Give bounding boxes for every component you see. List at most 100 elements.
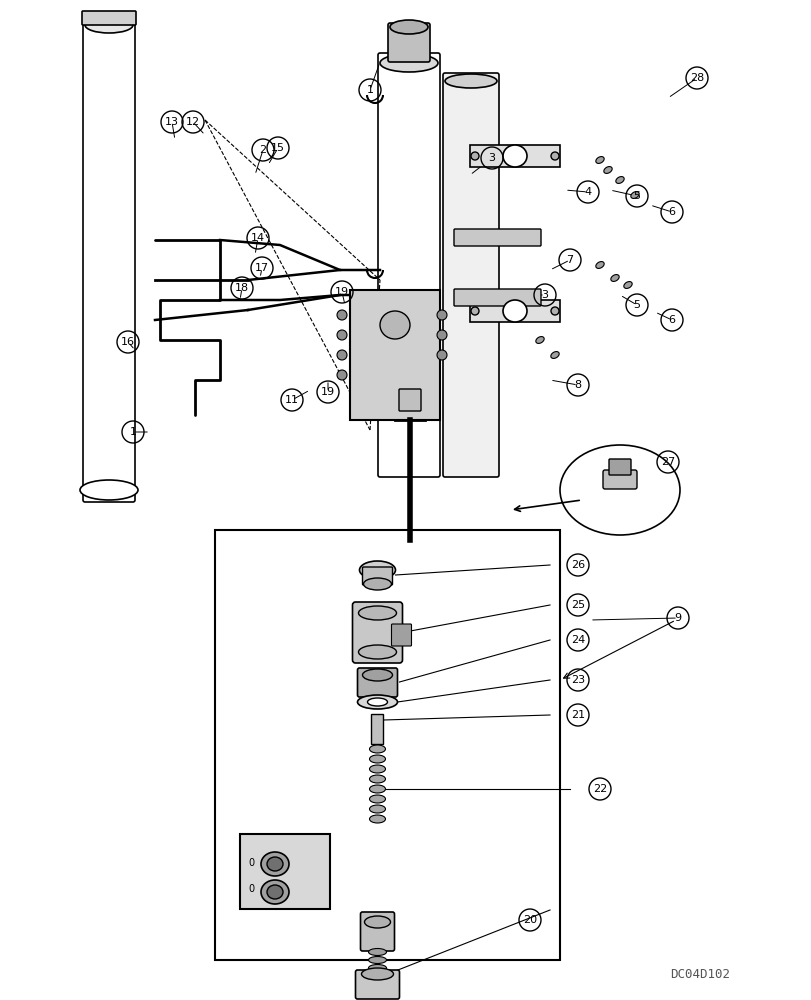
Text: 1: 1 xyxy=(366,85,373,95)
Ellipse shape xyxy=(358,645,396,659)
Ellipse shape xyxy=(267,885,283,899)
Text: 12: 12 xyxy=(186,117,200,127)
Circle shape xyxy=(436,310,446,320)
Text: 24: 24 xyxy=(570,635,585,645)
Ellipse shape xyxy=(380,311,410,339)
Text: 0: 0 xyxy=(247,858,254,868)
Ellipse shape xyxy=(550,352,559,358)
Ellipse shape xyxy=(368,956,386,963)
FancyBboxPatch shape xyxy=(82,11,135,25)
Ellipse shape xyxy=(368,948,386,955)
Ellipse shape xyxy=(358,606,396,620)
FancyBboxPatch shape xyxy=(362,567,392,585)
Text: 23: 23 xyxy=(570,675,585,685)
Text: 6: 6 xyxy=(667,207,675,217)
FancyBboxPatch shape xyxy=(470,145,560,167)
Text: 17: 17 xyxy=(255,263,268,273)
FancyBboxPatch shape xyxy=(378,53,440,477)
Circle shape xyxy=(436,350,446,360)
Text: 15: 15 xyxy=(271,143,285,153)
Text: 9: 9 xyxy=(674,613,680,623)
Ellipse shape xyxy=(80,480,138,500)
Ellipse shape xyxy=(535,337,543,343)
FancyBboxPatch shape xyxy=(355,970,399,999)
Ellipse shape xyxy=(470,152,478,160)
Ellipse shape xyxy=(502,300,526,322)
Ellipse shape xyxy=(603,167,611,173)
Ellipse shape xyxy=(85,17,133,33)
Text: 6: 6 xyxy=(667,315,675,325)
Ellipse shape xyxy=(369,785,385,793)
FancyBboxPatch shape xyxy=(453,229,540,246)
Ellipse shape xyxy=(369,815,385,823)
FancyBboxPatch shape xyxy=(453,289,540,306)
Ellipse shape xyxy=(595,262,603,268)
Ellipse shape xyxy=(260,852,289,876)
Ellipse shape xyxy=(363,578,391,590)
FancyBboxPatch shape xyxy=(371,714,383,744)
Text: 1: 1 xyxy=(129,427,136,437)
FancyBboxPatch shape xyxy=(398,389,420,411)
Ellipse shape xyxy=(623,282,632,288)
Text: 18: 18 xyxy=(234,283,249,293)
Text: 4: 4 xyxy=(584,187,591,197)
FancyBboxPatch shape xyxy=(83,18,135,502)
Ellipse shape xyxy=(359,561,395,579)
Text: DC04D102: DC04D102 xyxy=(669,968,729,981)
FancyBboxPatch shape xyxy=(352,602,402,663)
Text: 11: 11 xyxy=(285,395,298,405)
Ellipse shape xyxy=(444,74,496,88)
Circle shape xyxy=(337,350,346,360)
Ellipse shape xyxy=(595,157,603,163)
Ellipse shape xyxy=(560,445,679,535)
Ellipse shape xyxy=(267,857,283,871)
Ellipse shape xyxy=(380,54,437,72)
Text: 19: 19 xyxy=(320,387,335,397)
Text: 26: 26 xyxy=(570,560,585,570)
Text: 16: 16 xyxy=(121,337,135,347)
FancyBboxPatch shape xyxy=(603,470,636,489)
Ellipse shape xyxy=(368,964,386,971)
Circle shape xyxy=(337,330,346,340)
Ellipse shape xyxy=(369,775,385,783)
Ellipse shape xyxy=(357,695,397,709)
FancyBboxPatch shape xyxy=(470,300,560,322)
Text: 5: 5 xyxy=(633,191,640,201)
Ellipse shape xyxy=(361,968,393,980)
Text: 27: 27 xyxy=(660,457,674,467)
Text: 14: 14 xyxy=(251,233,264,243)
Text: 20: 20 xyxy=(522,915,536,925)
Ellipse shape xyxy=(551,152,558,160)
Text: 28: 28 xyxy=(689,73,703,83)
Text: 22: 22 xyxy=(592,784,607,794)
FancyBboxPatch shape xyxy=(391,624,411,646)
Text: 7: 7 xyxy=(566,255,573,265)
Text: 3: 3 xyxy=(488,153,495,163)
Ellipse shape xyxy=(551,307,558,315)
Text: 8: 8 xyxy=(573,380,581,390)
Ellipse shape xyxy=(369,745,385,753)
Ellipse shape xyxy=(364,916,390,928)
Text: 5: 5 xyxy=(633,300,640,310)
Ellipse shape xyxy=(369,765,385,773)
FancyBboxPatch shape xyxy=(350,290,440,420)
Circle shape xyxy=(436,330,446,340)
Text: 21: 21 xyxy=(570,710,585,720)
Ellipse shape xyxy=(369,805,385,813)
Ellipse shape xyxy=(470,307,478,315)
FancyBboxPatch shape xyxy=(443,73,499,477)
Text: 2: 2 xyxy=(260,145,266,155)
Ellipse shape xyxy=(389,20,427,34)
FancyBboxPatch shape xyxy=(240,834,329,909)
FancyBboxPatch shape xyxy=(608,459,630,475)
FancyBboxPatch shape xyxy=(215,530,560,960)
FancyBboxPatch shape xyxy=(357,668,397,697)
Text: 0: 0 xyxy=(247,884,254,894)
Ellipse shape xyxy=(615,177,624,183)
Text: 13: 13 xyxy=(165,117,178,127)
Ellipse shape xyxy=(369,795,385,803)
Ellipse shape xyxy=(610,275,619,281)
Circle shape xyxy=(337,310,346,320)
FancyBboxPatch shape xyxy=(388,23,430,62)
Circle shape xyxy=(337,370,346,380)
